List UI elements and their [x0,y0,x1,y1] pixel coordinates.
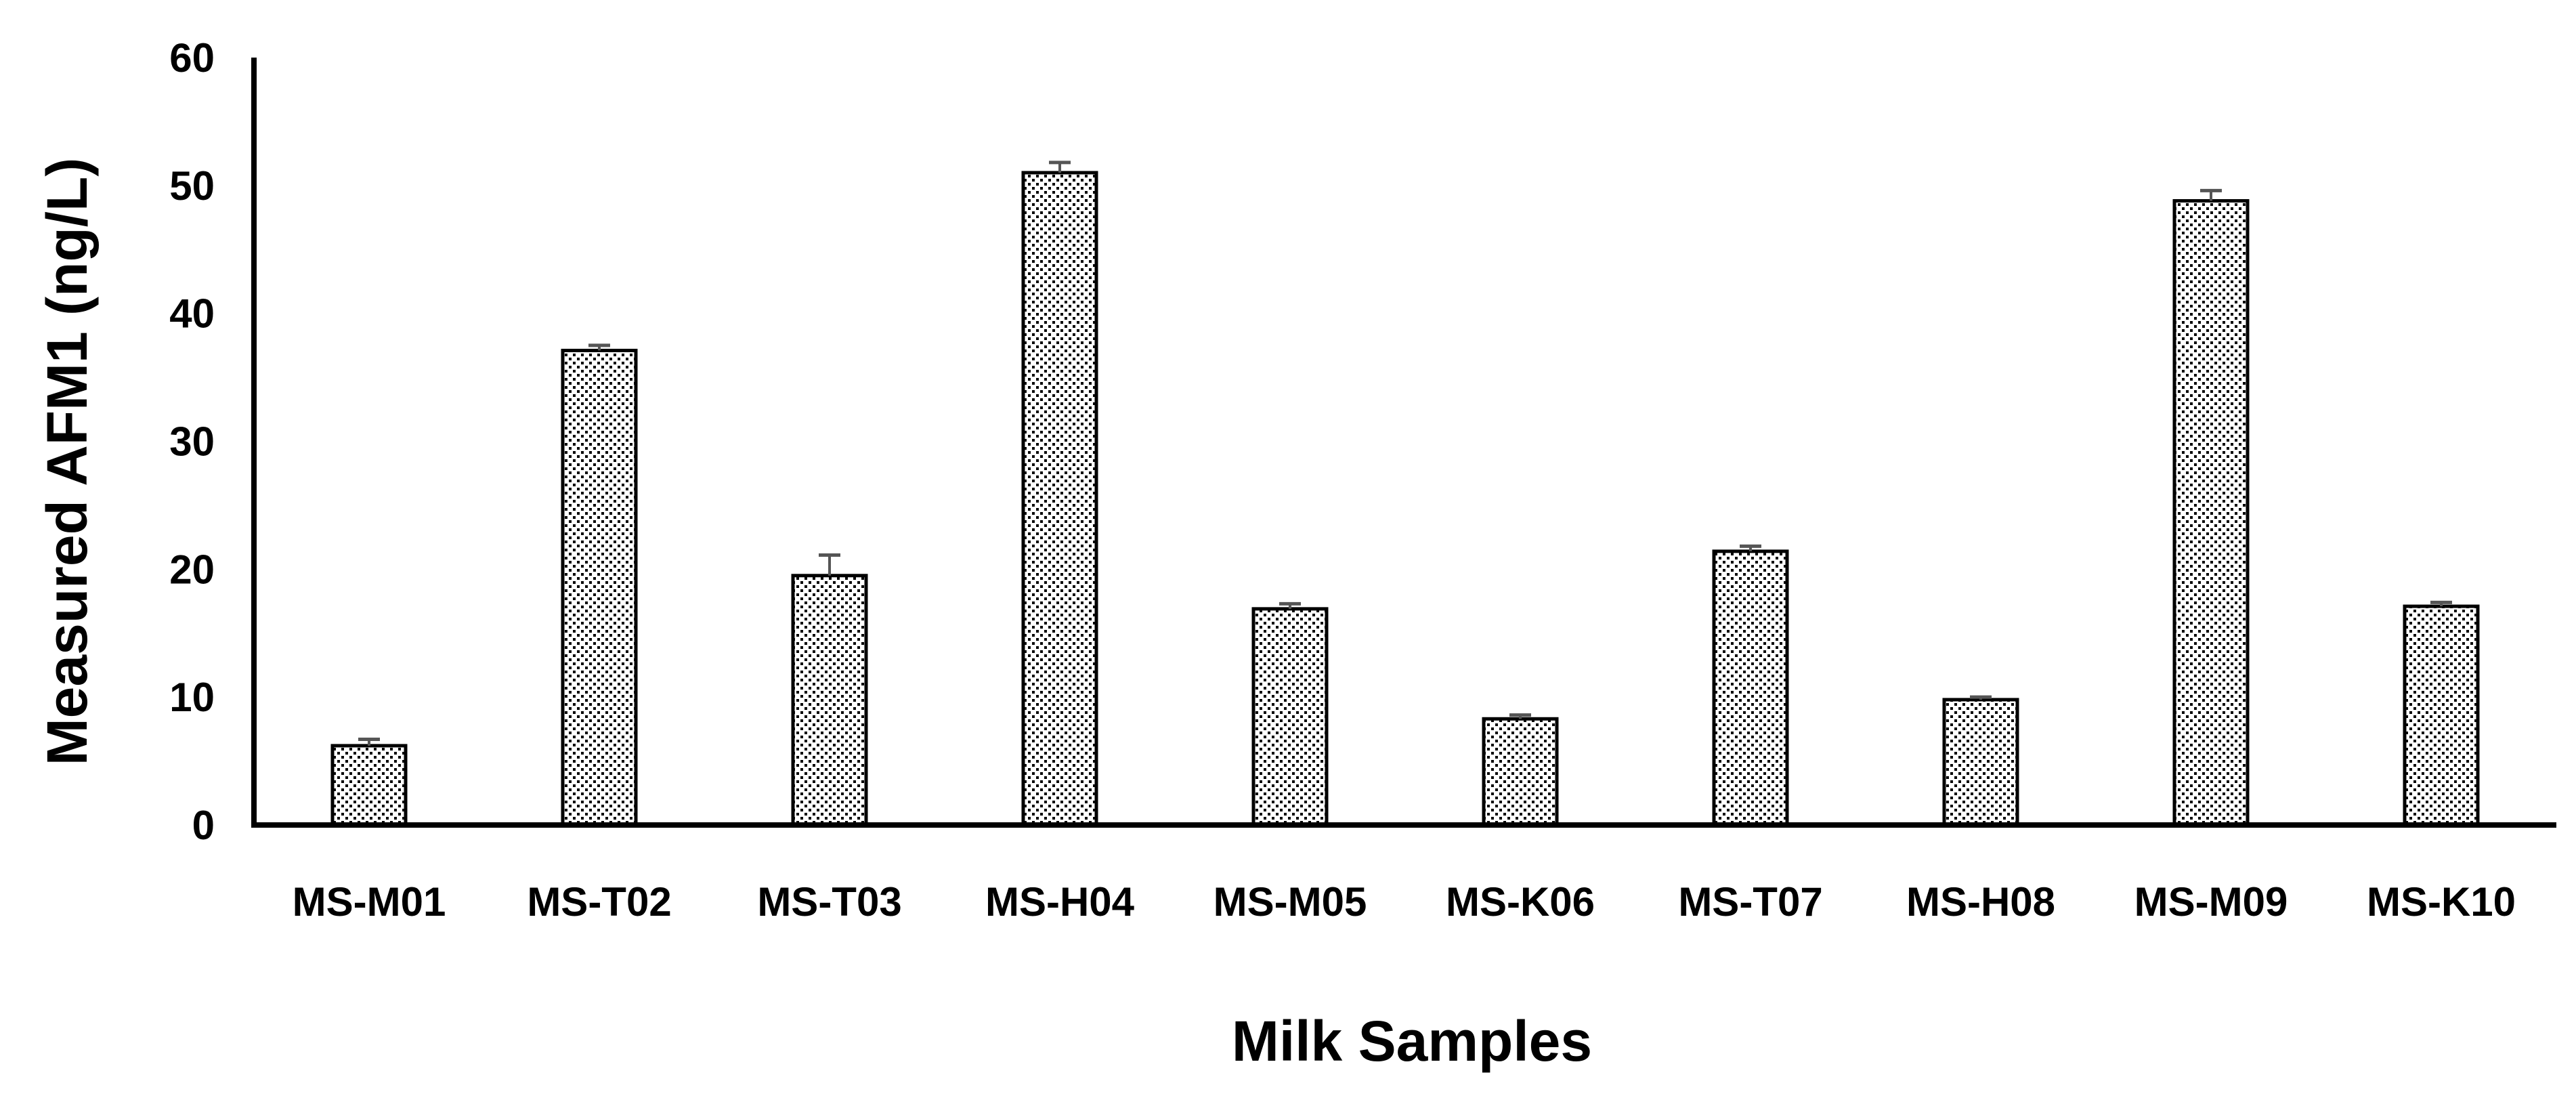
bar-ms-m05 [1251,607,1329,827]
error-bar-ms-t03 [819,553,840,576]
x-tick-label: MS-T02 [527,879,671,925]
error-bar-ms-h04 [1049,161,1071,173]
error-bars [358,161,2452,746]
y-tick-label: 60 [169,35,215,81]
x-tick-label: MS-K06 [1446,879,1595,925]
x-tick-label: MS-K10 [2367,879,2516,925]
bar-ms-m09 [2172,198,2250,827]
bar-ms-m01 [330,744,408,827]
y-tick-label: 40 [169,291,215,337]
error-bar-ms-h08 [1970,695,1992,700]
x-tick-label: MS-T07 [1678,879,1822,925]
x-tick-label: MS-H04 [985,879,1135,925]
y-tick-label: 10 [169,675,215,720]
bar-ms-k06 [1482,717,1559,827]
bar-ms-k10 [2403,604,2480,827]
bar-ms-h04 [1021,171,1098,827]
y-tick-label: 30 [169,419,215,465]
y-tick-label: 20 [169,547,215,592]
x-tick-label: MS-T03 [757,879,901,925]
x-tick-label: MS-M01 [293,879,446,925]
y-axis-ticks: 0 10 20 30 40 50 60 [169,35,215,848]
x-tick-label: MS-M09 [2134,879,2288,925]
error-bar-ms-m09 [2200,188,2222,201]
error-bar-ms-k06 [1509,713,1531,719]
error-bar-ms-t07 [1740,544,1761,551]
y-axis-title: Measured AFM1 (ng/L) [35,158,99,766]
bar-ms-t03 [791,574,868,827]
y-tick-label: 0 [192,803,215,848]
x-axis-title: Milk Samples [1232,1009,1592,1073]
error-bar-ms-t02 [588,343,610,351]
error-bar-ms-m01 [358,737,380,746]
bar-ms-t07 [1712,549,1789,827]
bar-ms-h08 [1942,698,2019,827]
bars [330,171,2480,827]
y-tick-label: 50 [169,163,215,209]
error-bar-ms-k10 [2430,600,2452,607]
bar-ms-t02 [561,348,638,827]
x-tick-label: MS-H08 [1906,879,2055,925]
error-bar-ms-m05 [1279,601,1301,609]
x-tick-label: MS-M05 [1214,879,1367,925]
x-axis-tick-labels: MS-M01 MS-T02 MS-T03 MS-H04 MS-M05 MS-K06 MS-T… [293,879,2516,925]
